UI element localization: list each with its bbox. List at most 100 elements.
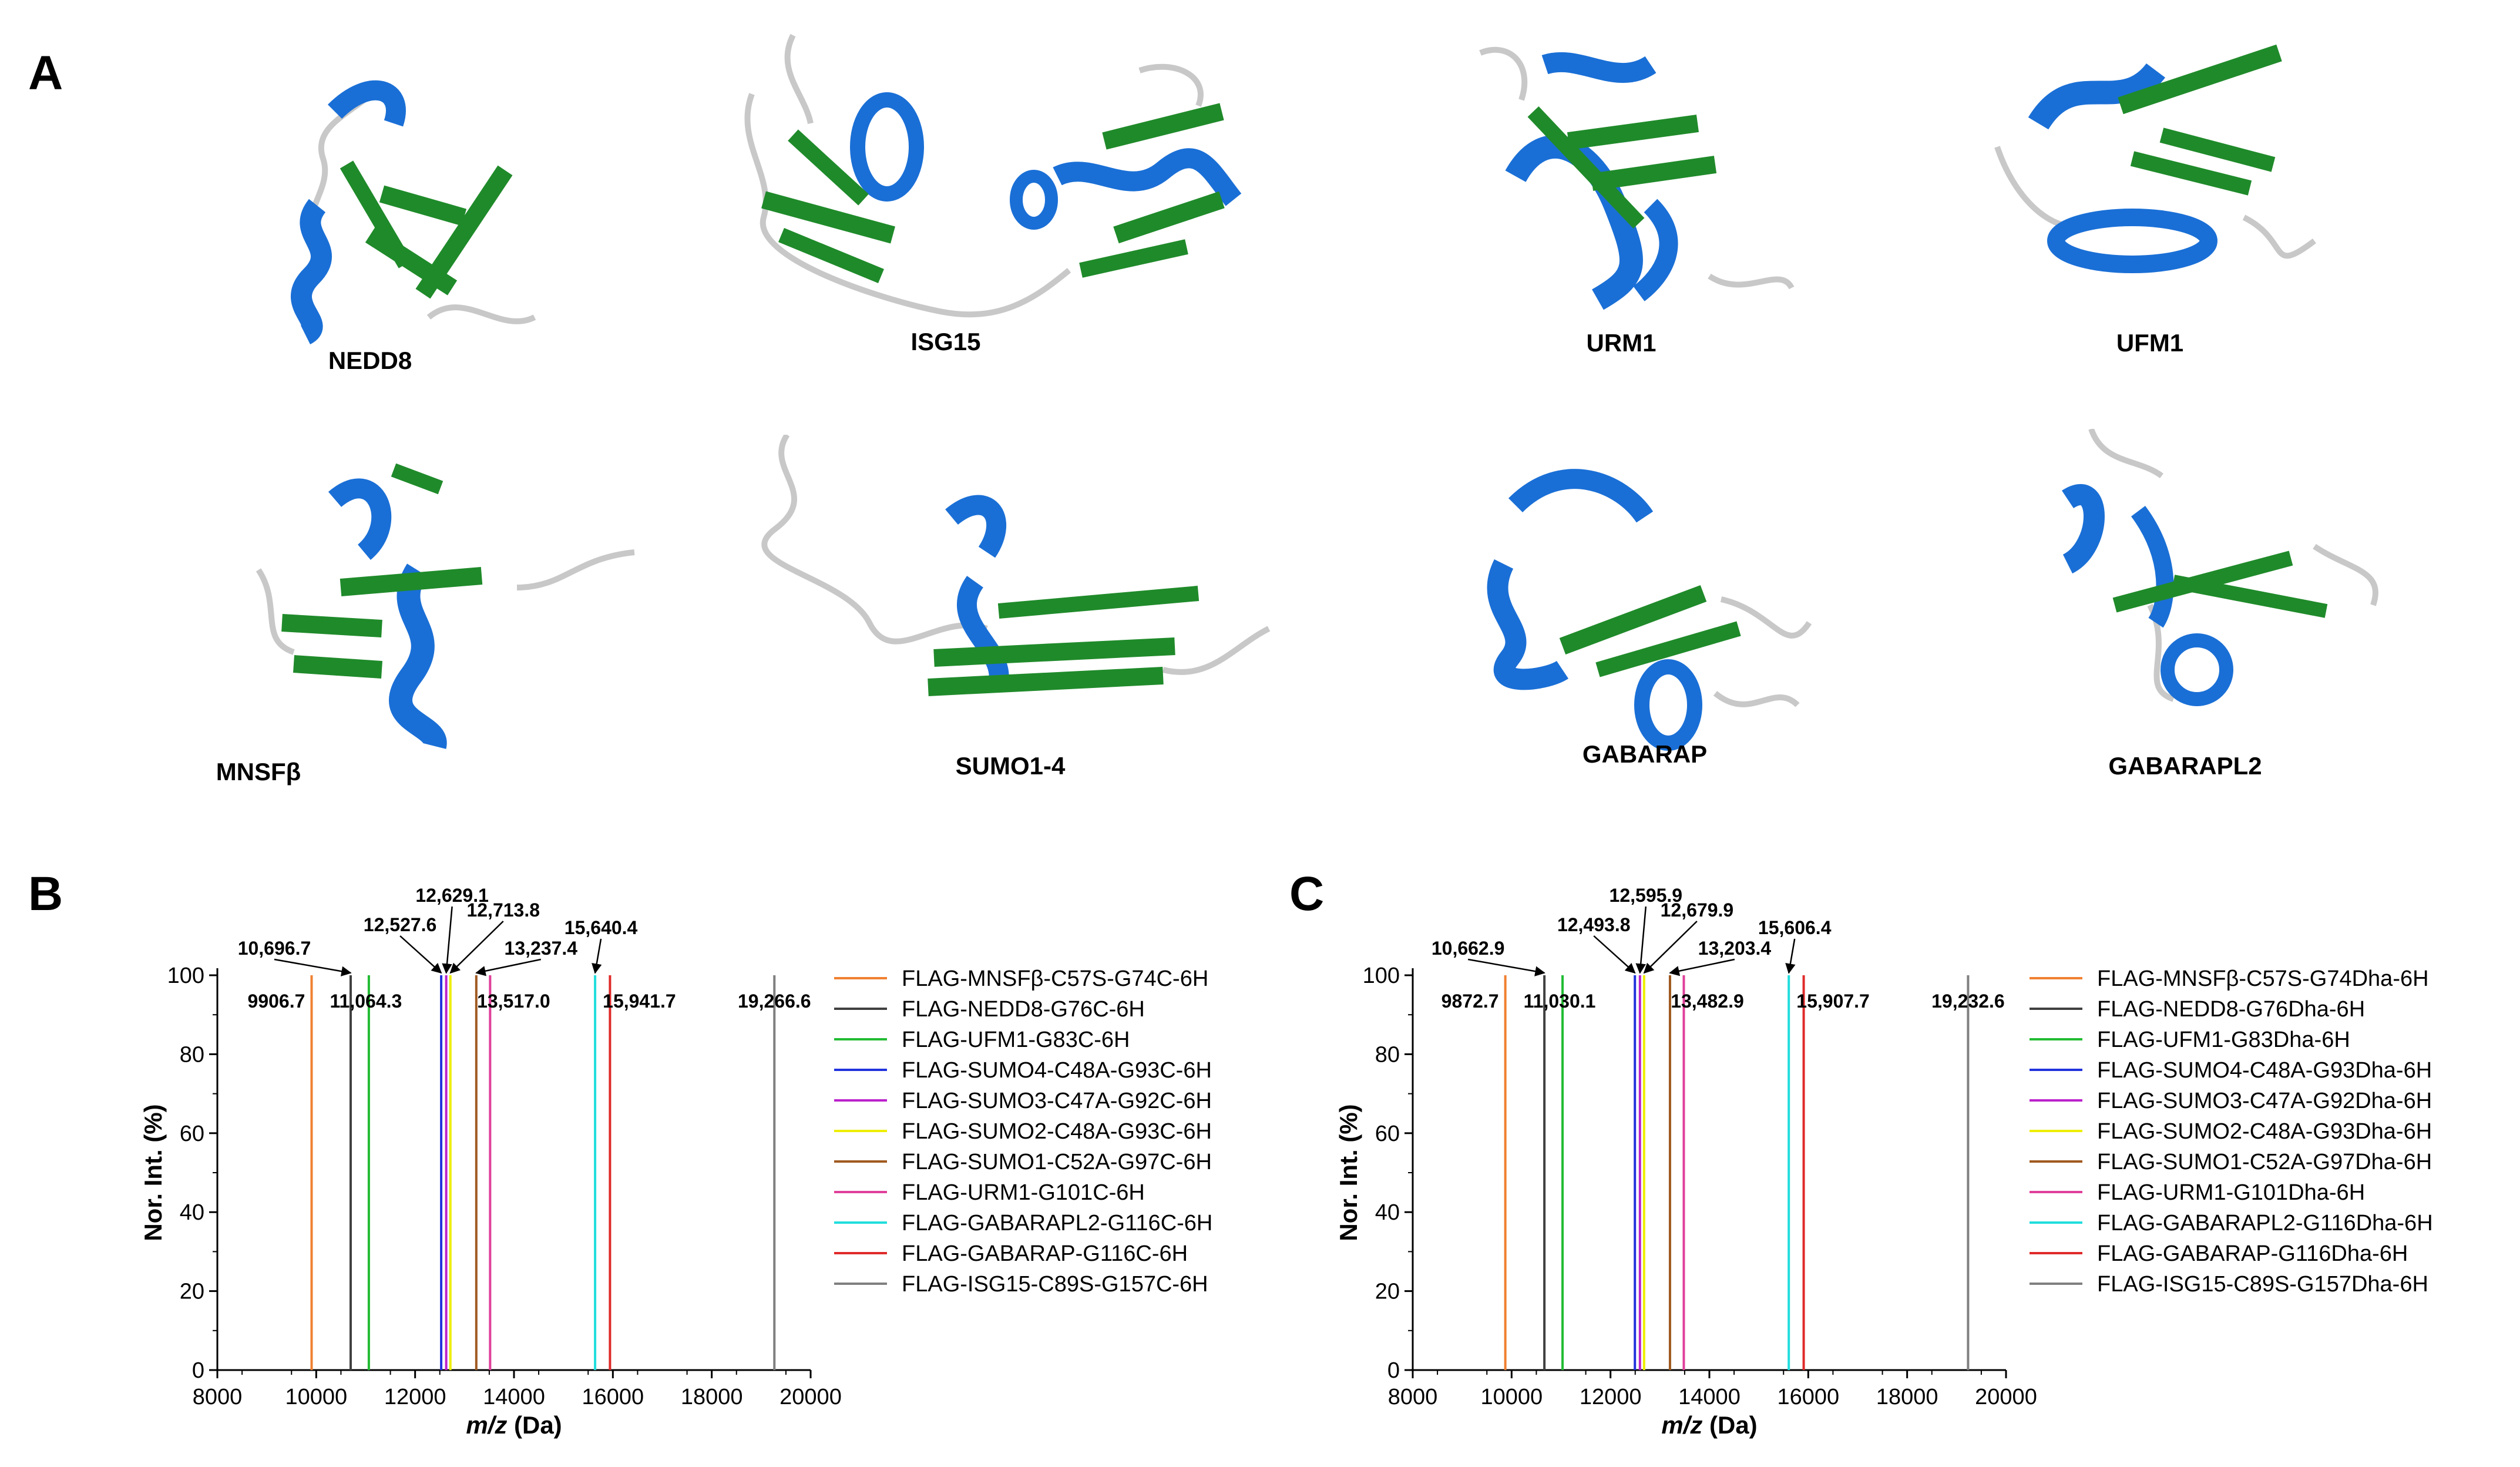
- sumo-ribbon-icon: [761, 435, 1271, 696]
- legend-entry: FLAG-MNSFβ-C57S-G74Dha-6H: [2097, 966, 2429, 991]
- protein-label: GABARAPL2: [2108, 752, 2262, 780]
- peak-label: 9906.7: [248, 991, 305, 1012]
- y-tick-label: 0: [192, 1358, 204, 1383]
- peak-arrow: [442, 906, 453, 974]
- peak-label: 15,640.4: [565, 917, 638, 938]
- legend-entry: FLAG-ISG15-C89S-G157Dha-6H: [2097, 1272, 2428, 1297]
- peak-arrow: [475, 958, 542, 976]
- y-axis-label: Nor. Int. (%): [1335, 1104, 1362, 1241]
- protein-structure-ufm1: UFM1: [1985, 29, 2350, 370]
- legend-entry: FLAG-NEDD8-G76C-6H: [902, 997, 1145, 1022]
- x-tick-label: 16000: [582, 1385, 644, 1409]
- x-tick-label: 8000: [1388, 1385, 1438, 1409]
- peak-label: 12,713.8: [466, 899, 540, 921]
- isg15-ribbon-icon: [744, 33, 1242, 318]
- peak-label: 15,941.7: [603, 991, 676, 1012]
- protein-structure-isg15: ISG15: [705, 24, 1281, 370]
- peak-arrow: [1785, 938, 1796, 974]
- x-tick-label: 12000: [1580, 1385, 1642, 1409]
- peak-label: 19,232.6: [1931, 991, 2005, 1012]
- protein-label: NEDD8: [328, 347, 412, 374]
- legend-entry: FLAG-GABARAPL2-G116C-6H: [902, 1211, 1212, 1236]
- x-tick-label: 18000: [681, 1385, 743, 1409]
- peak-arrow: [1669, 958, 1735, 976]
- panel-label-b: B: [28, 867, 63, 921]
- x-axis-label-italic: m/z: [1661, 1411, 1702, 1439]
- protein-structure-gabarapl2: GABARAPL2: [2021, 429, 2397, 799]
- legend-entry: FLAG-GABARAP-G116C-6H: [902, 1241, 1188, 1266]
- peak-label: 10,696.7: [238, 938, 311, 959]
- legend-entry: FLAG-MNSFβ-C57S-G74C-6H: [902, 966, 1208, 991]
- x-tick-label: 14000: [1678, 1385, 1741, 1409]
- y-tick-label: 0: [1387, 1358, 1400, 1383]
- legend-entry: FLAG-SUMO1-C52A-G97Dha-6H: [2097, 1150, 2432, 1174]
- peak-label: 13,482.9: [1671, 991, 1744, 1012]
- peak-label: 11,030.1: [1524, 991, 1596, 1012]
- x-axis-label-unit: (Da): [507, 1411, 562, 1439]
- peak-label: 13,517.0: [477, 991, 550, 1012]
- x-axis-label-italic: m/z: [466, 1411, 507, 1439]
- peak-label: 15,606.4: [1758, 917, 1832, 938]
- panel-label-a: A: [28, 46, 63, 100]
- protein-label: ISG15: [910, 328, 981, 355]
- legend-entry: FLAG-URM1-G101Dha-6H: [2097, 1180, 2365, 1205]
- x-tick-label: 8000: [193, 1385, 243, 1409]
- gabarapl2-ribbon-icon: [2062, 429, 2378, 706]
- peak-label: 12,629.1: [415, 885, 489, 906]
- protein-structure-sumo1-4: SUMO1-4: [752, 435, 1281, 799]
- legend-entry: FLAG-NEDD8-G76Dha-6H: [2097, 997, 2365, 1022]
- chart-panel-b: 8000 10000 12000 14000 16000 18000 20000 0 20 40 6…: [139, 885, 1212, 1439]
- legend-entry: FLAG-SUMO4-C48A-G93C-6H: [902, 1058, 1212, 1083]
- x-tick-label: 20000: [1975, 1385, 2037, 1409]
- legend-entry: FLAG-SUMO2-C48A-G93Dha-6H: [2097, 1119, 2432, 1144]
- x-tick-label: 16000: [1777, 1385, 1839, 1409]
- x-tick-label: 14000: [483, 1385, 545, 1409]
- legend-entry: FLAG-ISG15-C89S-G157C-6H: [902, 1272, 1208, 1297]
- peak-arrow: [592, 938, 602, 974]
- protein-structure-nedd8: NEDD8: [253, 41, 558, 382]
- panel-label-c: C: [1289, 867, 1325, 921]
- protein-structure-gabarap: GABARAP: [1469, 447, 1833, 799]
- nedd8-ribbon-icon: [291, 80, 536, 345]
- mnsfb-ribbon-icon: [256, 463, 635, 749]
- legend-entry: FLAG-SUMO1-C52A-G97C-6H: [902, 1150, 1212, 1174]
- y-tick-label: 20: [180, 1280, 204, 1304]
- x-tick-label: 10000: [285, 1385, 347, 1409]
- legend-entry: FLAG-SUMO2-C48A-G93C-6H: [902, 1119, 1212, 1144]
- legend-entry: FLAG-SUMO4-C48A-G93Dha-6H: [2097, 1058, 2432, 1083]
- peak-arrow: [274, 958, 352, 976]
- peak-label: 12,527.6: [364, 914, 437, 935]
- peak-label: 12,595.9: [1610, 885, 1683, 906]
- peak-label: 12,679.9: [1661, 899, 1734, 921]
- legend-entry: FLAG-GABARAPL2-G116Dha-6H: [2097, 1211, 2433, 1236]
- peak-label: 15,907.7: [1796, 991, 1870, 1012]
- peak-label: 13,237.4: [505, 938, 578, 959]
- y-tick-label: 80: [1375, 1042, 1400, 1067]
- y-tick-label: 20: [1375, 1280, 1400, 1304]
- y-tick-label: 40: [1375, 1200, 1400, 1225]
- x-tick-label: 20000: [779, 1385, 842, 1409]
- y-tick-label: 60: [1375, 1122, 1400, 1146]
- peak-label: 9872.7: [1442, 991, 1499, 1012]
- peak-arrow: [399, 935, 442, 974]
- peak-label: 19,266.6: [738, 991, 811, 1012]
- peak-label: 13,203.4: [1698, 938, 1772, 959]
- ufm1-ribbon-icon: [1994, 44, 2316, 273]
- y-tick-label: 100: [167, 964, 204, 988]
- peak-arrow: [1635, 906, 1647, 974]
- y-tick-label: 100: [1363, 964, 1400, 988]
- chart-panel-c: 8000 10000 12000 14000 16000 18000 20000 0 20 40 6…: [1335, 885, 2433, 1439]
- peak-label: 12,493.8: [1557, 914, 1631, 935]
- x-tick-label: 18000: [1876, 1385, 1938, 1409]
- legend-entry: FLAG-SUMO3-C47A-G92C-6H: [902, 1089, 1212, 1113]
- peak-arrow: [1643, 921, 1698, 974]
- protein-structure-mnsfb: MNSFβ: [216, 452, 646, 799]
- protein-label: SUMO1-4: [955, 752, 1066, 780]
- protein-structure-urm1: URM1: [1463, 29, 1827, 370]
- legend-entry: FLAG-SUMO3-C47A-G92Dha-6H: [2097, 1089, 2432, 1113]
- legend-entry: FLAG-URM1-G101C-6H: [902, 1180, 1145, 1205]
- y-tick-label: 80: [180, 1042, 204, 1067]
- protein-label: GABARAP: [1582, 740, 1708, 768]
- x-tick-label: 12000: [384, 1385, 446, 1409]
